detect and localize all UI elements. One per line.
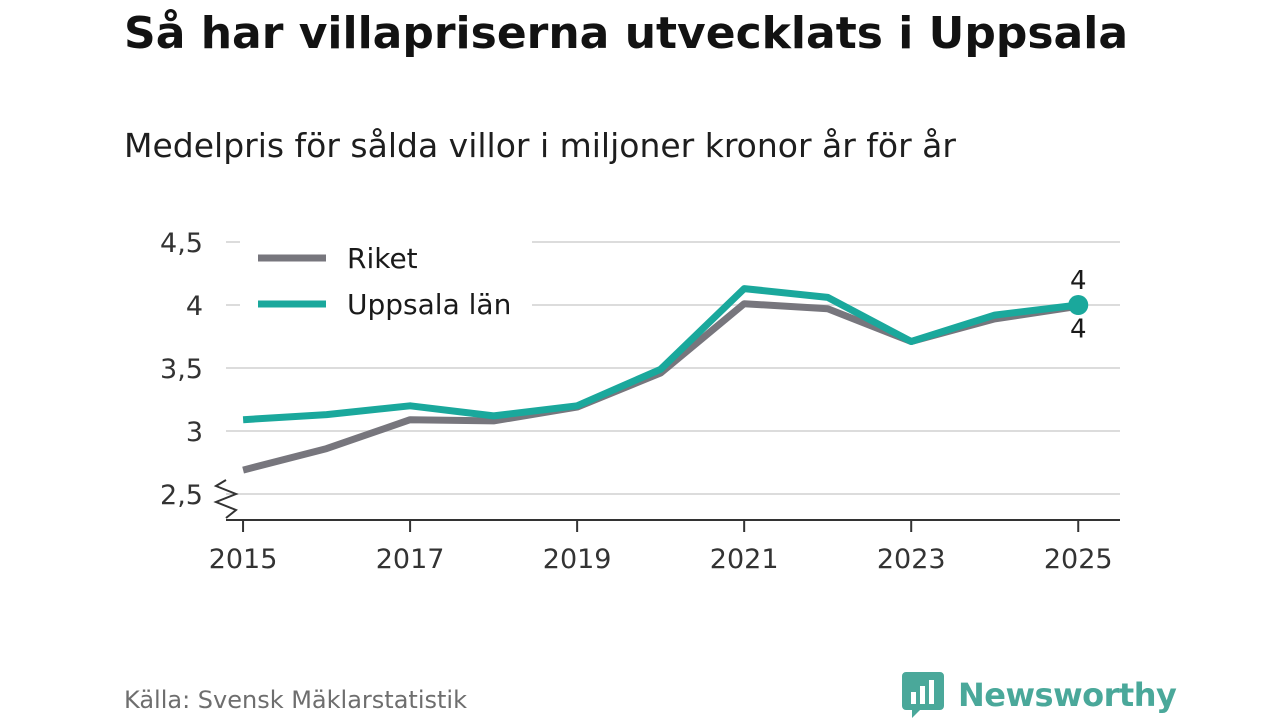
brand-logo[interactable]: Newsworthy <box>902 672 1177 718</box>
series-end-label-1: 4 <box>1070 266 1087 296</box>
chart-title: Så har villapriserna utvecklats i Uppsal… <box>124 8 1129 59</box>
x-tick-label-4: 2023 <box>877 544 946 575</box>
y-tick-label-0: 2,5 <box>160 480 203 511</box>
chart-subtitle: Medelpris för sålda villor i miljoner kr… <box>124 126 956 165</box>
y-axis-break-icon <box>213 479 239 519</box>
source-note: Källa: Svensk Mäklarstatistik <box>124 686 467 714</box>
legend-label-0: Riket <box>347 242 418 275</box>
x-tick-label-2: 2019 <box>543 544 612 575</box>
x-tick-label-0: 2015 <box>209 544 278 575</box>
bar-chart-bubble-icon <box>902 672 944 718</box>
series-end-label-0: 4 <box>1070 314 1087 344</box>
series-line-1 <box>242 285 1079 424</box>
brand-name: Newsworthy <box>958 676 1177 714</box>
y-tick-label-4: 4,5 <box>160 228 203 259</box>
series-end-marker-1 <box>1068 295 1089 315</box>
legend-label-1: Uppsala län <box>347 288 511 321</box>
y-tick-label-1: 3 <box>186 417 203 448</box>
x-tick-label-3: 2021 <box>710 544 779 575</box>
legend-background <box>240 232 532 334</box>
y-tick-label-3: 4 <box>186 291 203 322</box>
y-tick-label-2: 3,5 <box>160 354 203 385</box>
x-tick-label-5: 2025 <box>1044 544 1113 575</box>
line-chart: 2,5 3 3,5 4 4,5 2015 2017 2019 2021 2023 2025 4 4 Rik… <box>160 228 1120 575</box>
x-tick-label-1: 2017 <box>376 544 445 575</box>
